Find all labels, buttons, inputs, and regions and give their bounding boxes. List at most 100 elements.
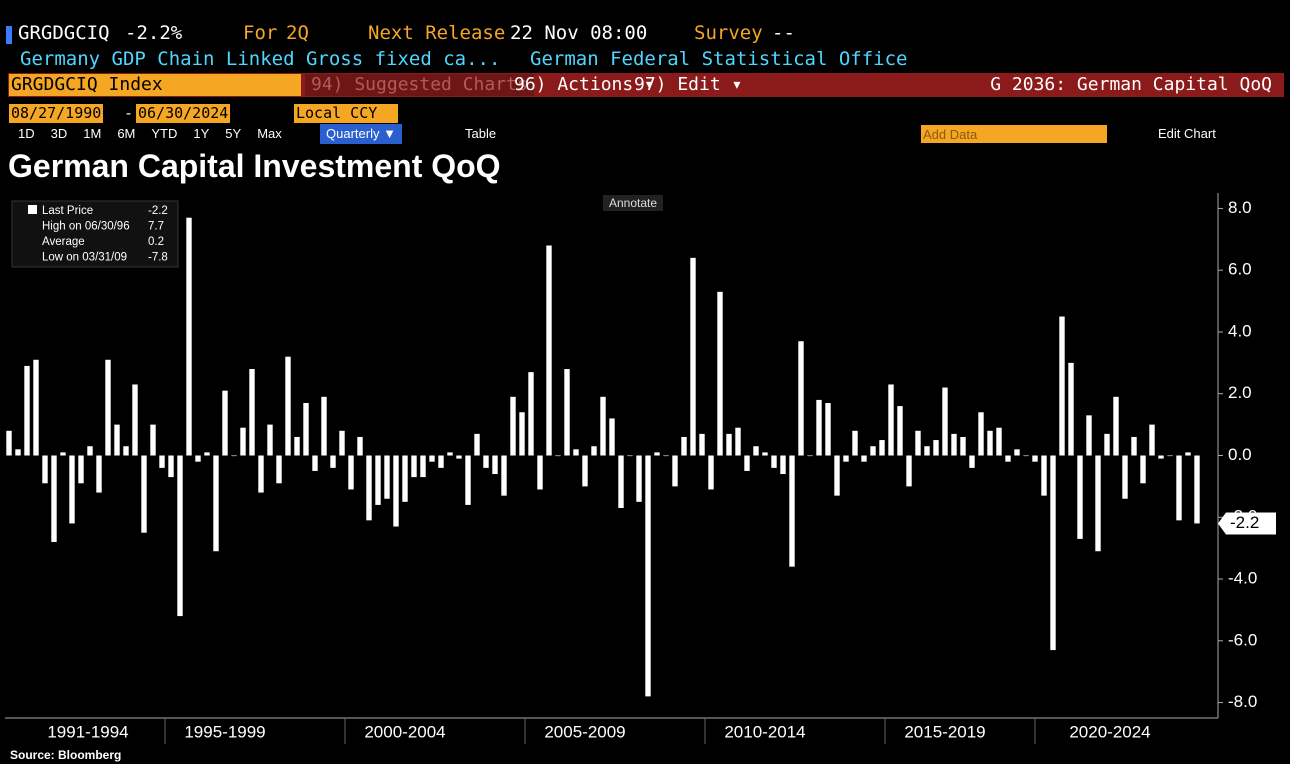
currency[interactable]: Local CCY [294,104,398,123]
bar [627,455,633,457]
bar [672,455,678,487]
bar [888,384,894,456]
bar [1014,449,1020,456]
bar [132,384,138,456]
bar [609,418,615,456]
bar [1050,455,1056,651]
legend-label: Last Price [42,205,93,217]
end-date[interactable]: 06/30/2024 [136,104,231,123]
bar [663,455,669,457]
bar [420,455,426,478]
range-button[interactable]: 3D [50,126,68,141]
bar [762,452,768,456]
x-group-label: 2000-2004 [364,722,445,741]
bar [384,455,390,499]
change: -2.2% [125,22,183,44]
bar [1068,362,1074,456]
bar [33,359,39,456]
bar [438,455,444,468]
y-tick-label: 6.0 [1228,260,1252,279]
bar [249,369,255,456]
frequency[interactable]: Quarterly ▼ [320,124,402,144]
ticker: GRGDGCIQ [18,22,110,44]
bar [582,455,588,487]
description: Germany GDP Chain Linked Gross fixed ca.… [20,48,501,70]
bar [1032,455,1038,462]
bar [213,455,219,552]
bar [276,455,282,484]
bar [546,245,552,456]
range-button[interactable]: 1D [18,126,35,141]
bar [519,412,525,456]
table-button[interactable]: Table [465,126,497,141]
bar [555,455,561,457]
add-data[interactable]: Add Data [921,125,1107,143]
range-button[interactable]: 1M [83,126,102,141]
y-tick-label: -6.0 [1228,630,1257,649]
survey-label: Survey [694,22,763,44]
bar [267,424,273,456]
chart-name[interactable]: G 2036: German Capital QoQ [990,74,1272,95]
edit-chart[interactable]: Edit Chart [1158,126,1216,141]
annotate-button[interactable]: Annotate [603,195,664,211]
y-tick-label: -8.0 [1228,692,1257,711]
bar [636,455,642,502]
bar [1122,455,1128,499]
bar [510,396,516,456]
bar [699,433,705,456]
suggested-charts[interactable]: 94) Suggested Charts [305,74,534,96]
bar [321,396,327,456]
bar [996,427,1002,456]
bar [123,446,129,456]
bar [366,455,372,521]
legend-label: Low on 03/31/09 [42,252,127,264]
bar [717,291,723,456]
y-tick-label: 4.0 [1228,321,1252,340]
source-org: German Federal Statistical Office [530,48,908,70]
edit-menu[interactable]: 97) Edit ▾ [634,74,743,95]
range-button[interactable]: 1Y [193,126,210,141]
legend-value: 7.7 [148,221,164,233]
bar [1176,455,1182,521]
bar [429,455,435,462]
bar [537,455,543,490]
bar [141,455,147,533]
range-button[interactable]: Max [257,126,282,141]
bar [69,455,75,524]
bar [159,455,165,468]
y-tick-label: 2.0 [1228,383,1252,402]
bar [573,449,579,456]
bar [834,455,840,496]
bar [1086,415,1092,456]
bar [339,430,345,456]
x-group-label: 1991-1994 [47,722,128,741]
bar [978,412,984,456]
legend-label: High on 06/30/96 [42,221,130,233]
range-button[interactable]: 6M [117,126,136,141]
range-button[interactable]: YTD [151,126,178,141]
range-button[interactable]: 5Y [225,126,242,141]
bar [42,455,48,484]
bar [906,455,912,487]
bar [1113,396,1119,456]
bar [933,440,939,456]
security-input[interactable]: GRGDGCIQ Index [9,74,301,96]
bar [411,455,417,478]
legend-box [11,200,179,268]
bar [1077,455,1083,539]
start-date[interactable]: 08/27/1990 [9,104,104,123]
bar [1185,452,1191,456]
bar [1167,455,1173,457]
bar [258,455,264,493]
bar [654,452,660,456]
bar [780,455,786,475]
bar [1005,455,1011,462]
x-group-label: 1995-1999 [184,722,265,741]
bar [456,455,462,459]
bar [798,341,804,456]
range-buttons: 1D 3D 1M 6M YTD 1Y 5Y Max [10,124,290,144]
bar [150,424,156,456]
actions-menu[interactable]: 96) Actions ▾ [514,74,655,95]
bar [870,446,876,456]
